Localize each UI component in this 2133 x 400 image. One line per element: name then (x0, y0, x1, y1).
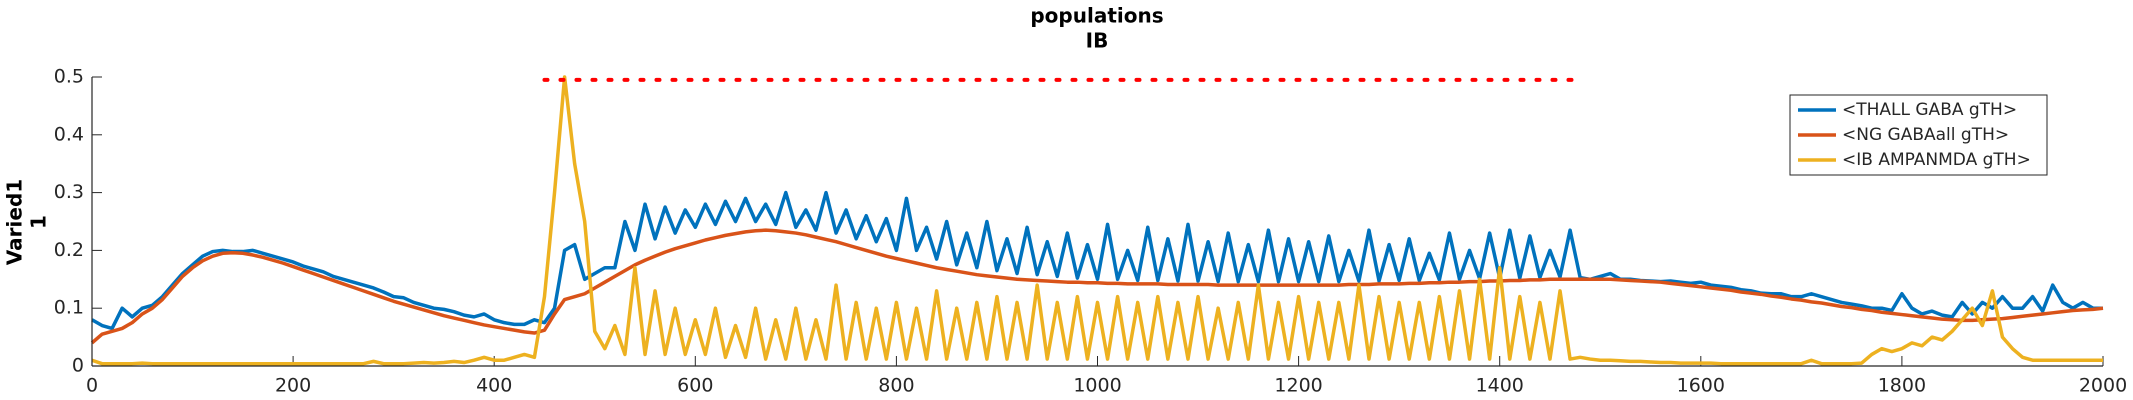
series-line (91, 75, 2103, 366)
legend-label: <IB AMPANMDA gTH> (1842, 150, 2031, 170)
y-tick-label: 0 (72, 355, 84, 377)
y-tick-label: 0.4 (54, 123, 84, 145)
x-tick-label: 2000 (2079, 375, 2127, 397)
x-tick-label: 1000 (1073, 375, 1121, 397)
legend: <THALL GABA gTH> <NG GABAall gTH> <IB AMPA… (1789, 94, 2048, 176)
y-tick-label: 0.3 (54, 181, 84, 203)
y-axis-label: 1 (27, 215, 51, 229)
x-tick-label: 800 (878, 375, 914, 397)
series-line (90, 228, 2104, 345)
y-tick-label: 0.1 (54, 297, 84, 319)
x-tick-label: 600 (677, 375, 713, 397)
y-tick-label: 0.5 (54, 66, 84, 88)
y-tick-label: 0.2 (54, 239, 84, 261)
legend-label: <THALL GABA gTH> (1842, 100, 2017, 120)
x-tick-label: 200 (275, 375, 311, 397)
y-axis-label: Varied1 (3, 179, 27, 265)
series-line (91, 190, 2103, 331)
chart-subtitle: IB (1086, 29, 1109, 53)
legend-label: <NG GABAall gTH> (1842, 125, 2009, 145)
chart-title: populations (1030, 4, 1163, 28)
x-tick-label: 400 (476, 375, 512, 397)
x-tick-label: 1800 (1878, 375, 1926, 397)
x-tick-label: 1200 (1274, 375, 1322, 397)
x-tick-label: 1600 (1677, 375, 1725, 397)
x-tick-label: 1400 (1476, 375, 1524, 397)
x-tick-label: 0 (86, 375, 98, 397)
